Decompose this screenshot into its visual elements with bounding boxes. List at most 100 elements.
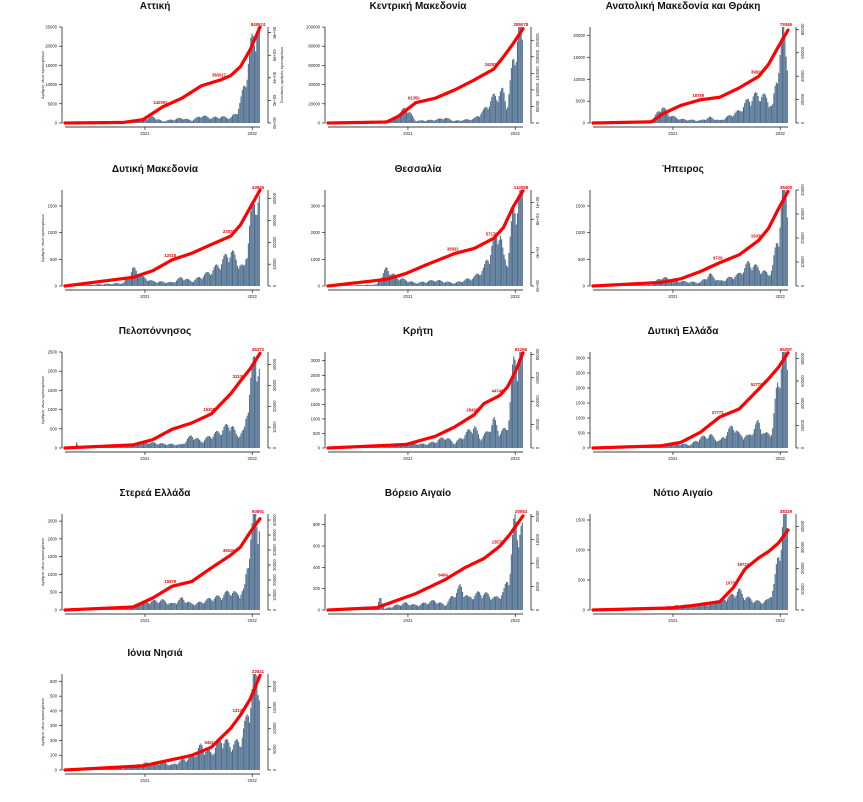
- bar: [779, 561, 780, 610]
- bar: [494, 94, 495, 123]
- bar: [712, 436, 713, 448]
- bar: [508, 585, 509, 610]
- bar: [708, 438, 709, 448]
- bar: [219, 596, 220, 610]
- bar: [730, 277, 731, 286]
- bar: [697, 441, 698, 448]
- bar: [202, 603, 203, 610]
- bar: [458, 281, 459, 286]
- bar: [710, 273, 711, 286]
- bar: [175, 120, 176, 123]
- bar: [717, 120, 718, 123]
- bar: [493, 419, 494, 448]
- bar: [170, 120, 171, 123]
- bar: [450, 597, 451, 610]
- bar: [767, 433, 768, 448]
- bar: [376, 284, 377, 286]
- bar: [474, 118, 475, 123]
- bar: [191, 281, 192, 286]
- value-label: 38932: [447, 247, 459, 252]
- bar: [499, 96, 500, 123]
- y2-tick-label: 6e+05: [272, 49, 277, 61]
- y-tick-label: 3000: [576, 356, 586, 361]
- bar: [204, 755, 205, 770]
- bar: [214, 117, 215, 123]
- bar: [709, 117, 710, 123]
- bar: [147, 602, 148, 610]
- bar: [428, 120, 429, 123]
- bar: [173, 120, 174, 123]
- bar: [786, 353, 787, 448]
- final-value-label: 39400: [780, 185, 793, 190]
- bar: [429, 120, 430, 123]
- bar: [176, 604, 177, 610]
- bar: [500, 599, 501, 610]
- bar: [244, 265, 245, 286]
- bar: [108, 284, 109, 286]
- bar: [740, 273, 741, 286]
- value-label: 27772: [712, 410, 724, 415]
- bar: [160, 763, 161, 770]
- bar: [511, 554, 512, 610]
- y2-tick-label: 40000: [800, 520, 805, 532]
- bar: [225, 425, 226, 448]
- x-tick-label: 2022: [776, 618, 786, 622]
- bar: [700, 438, 701, 448]
- bar: [237, 740, 238, 770]
- bar: [219, 737, 220, 770]
- x-tick-label: 2021: [403, 456, 413, 460]
- bar: [457, 282, 458, 286]
- bar: [163, 599, 164, 610]
- bar: [211, 439, 212, 448]
- y-tick-label: 20000: [45, 44, 57, 49]
- bar: [497, 597, 498, 610]
- bar: [429, 280, 430, 286]
- bar: [714, 120, 715, 123]
- bar: [772, 265, 773, 286]
- bar: [733, 115, 734, 123]
- bar: [177, 445, 178, 448]
- bar: [194, 606, 195, 610]
- y2-tick-label: 20000: [272, 574, 277, 586]
- bar: [750, 434, 751, 448]
- y-tick-label: 2000: [48, 536, 58, 541]
- bar: [238, 269, 239, 286]
- bar: [760, 101, 761, 123]
- bar: [488, 109, 489, 123]
- bar: [443, 119, 444, 123]
- bar: [160, 443, 161, 448]
- bar: [85, 285, 86, 286]
- bar: [471, 597, 472, 610]
- bar: [695, 121, 696, 123]
- bar: [186, 762, 187, 770]
- bar: [677, 281, 678, 286]
- bar: [721, 120, 722, 123]
- bar: [482, 112, 483, 123]
- bar: [502, 247, 503, 286]
- bar: [460, 584, 461, 610]
- bar: [148, 444, 149, 448]
- y2-tick-label: 40000: [800, 184, 805, 196]
- bar: [216, 743, 217, 770]
- bar: [172, 444, 173, 448]
- bar: [480, 114, 481, 123]
- bar: [385, 447, 386, 448]
- bar: [778, 247, 779, 286]
- bar: [232, 115, 233, 123]
- bar: [758, 420, 759, 448]
- bar: [499, 598, 500, 610]
- bar: [723, 120, 724, 123]
- bar: [105, 284, 106, 286]
- bar: [187, 439, 188, 448]
- y-tick-label: 1500: [576, 204, 586, 209]
- bar: [175, 445, 176, 448]
- bar: [747, 99, 748, 123]
- bar: [744, 437, 745, 448]
- y-tick-label: 3000: [311, 358, 321, 363]
- bar: [427, 445, 428, 448]
- bar: [422, 282, 423, 286]
- y-tick-label: 15000: [573, 55, 585, 60]
- bar: [443, 282, 444, 286]
